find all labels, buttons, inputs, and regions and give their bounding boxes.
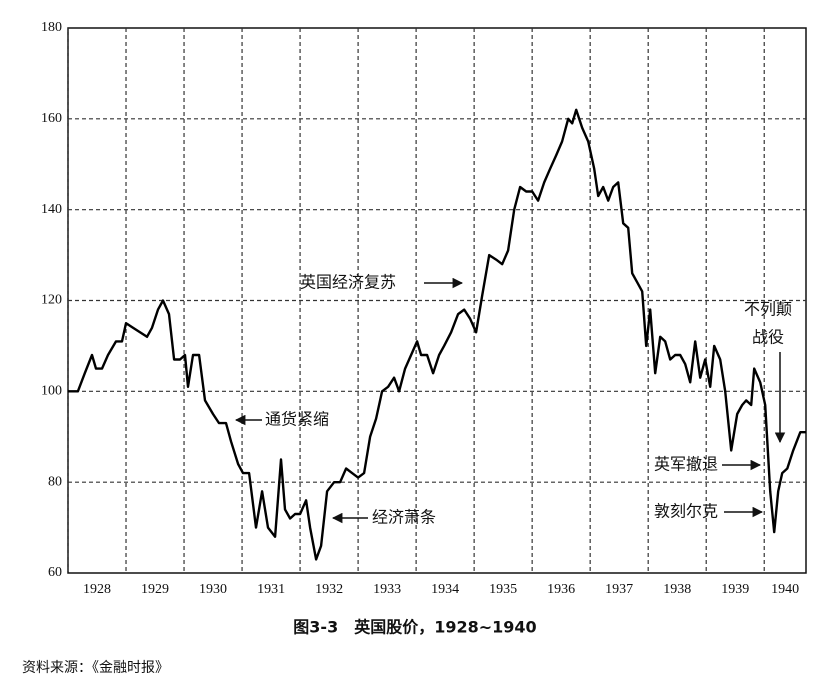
annotation: 通货紧缩 xyxy=(265,410,329,429)
annotation: 英国经济复苏 xyxy=(300,273,396,292)
y-tick-label: 160 xyxy=(41,111,62,126)
plot-frame xyxy=(67,27,807,574)
y-tick-label: 180 xyxy=(41,20,62,35)
source-note: 资料来源：《金融时报》 xyxy=(22,660,169,676)
y-tick-label: 120 xyxy=(41,293,62,308)
x-tick-label: 1938 xyxy=(663,582,691,597)
x-tick-label: 1939 xyxy=(721,582,749,597)
x-tick-label: 1937 xyxy=(605,582,633,597)
annotation: 英军撤退 xyxy=(654,455,718,474)
annotation: 不列颠 xyxy=(744,300,792,319)
annotation: 战役 xyxy=(752,328,784,347)
x-tick-label: 1928 xyxy=(83,582,111,597)
x-tick-label: 1936 xyxy=(547,582,575,597)
x-tick-label: 1930 xyxy=(199,582,227,597)
x-tick-label: 1935 xyxy=(489,582,517,597)
x-tick-label: 1929 xyxy=(141,582,169,597)
x-tick-label: 1931 xyxy=(257,582,285,597)
chart-title: 图3-3 英国股价，1928~1940 xyxy=(293,618,536,637)
price-line xyxy=(68,108,806,561)
y-tick-label: 60 xyxy=(48,565,62,580)
x-tick-label: 1940 xyxy=(771,582,799,597)
annotation: 经济萧条 xyxy=(372,508,436,527)
y-tick-label: 140 xyxy=(41,202,62,217)
x-tick-label: 1934 xyxy=(431,582,459,597)
y-tick-label: 80 xyxy=(48,474,62,489)
y-tick-label: 100 xyxy=(41,384,62,399)
x-tick-label: 1932 xyxy=(315,582,343,597)
annotation: 敦刻尔克 xyxy=(654,502,718,521)
x-tick-label: 1933 xyxy=(373,582,401,597)
